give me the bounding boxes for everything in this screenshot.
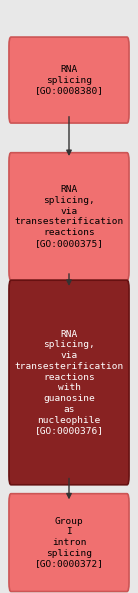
- FancyBboxPatch shape: [9, 37, 129, 123]
- Text: RNA
splicing,
via
transesterification
reactions
[GO:0000375]: RNA splicing, via transesterification re…: [14, 185, 124, 248]
- Text: RNA
splicing
[GO:0008380]: RNA splicing [GO:0008380]: [34, 65, 104, 95]
- FancyBboxPatch shape: [9, 280, 129, 485]
- Text: Group
I
intron
splicing
[GO:0000372]: Group I intron splicing [GO:0000372]: [34, 517, 104, 569]
- Text: RNA
splicing,
via
transesterification
reactions
with
guanosine
as
nucleophile
[G: RNA splicing, via transesterification re…: [14, 330, 124, 435]
- FancyBboxPatch shape: [9, 153, 129, 280]
- FancyBboxPatch shape: [9, 493, 129, 592]
